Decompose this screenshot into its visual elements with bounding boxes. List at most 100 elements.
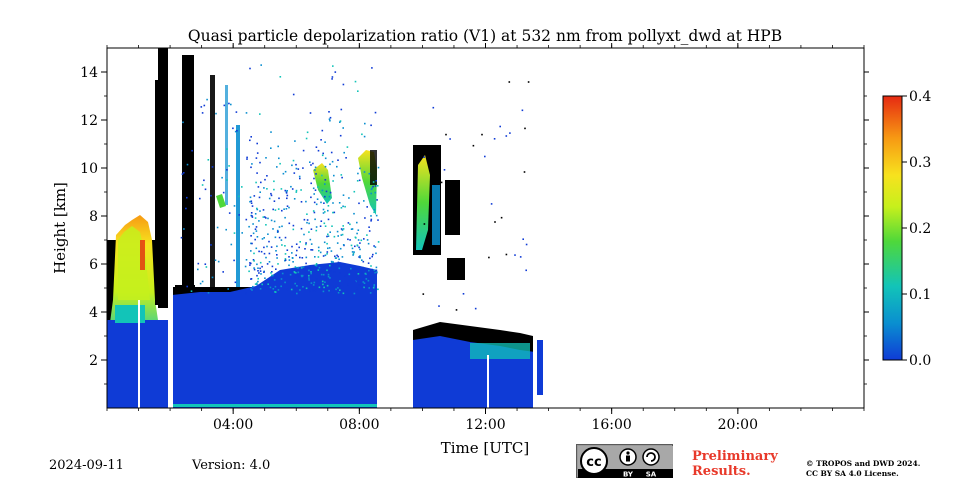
speck [267,283,269,285]
speck [302,286,304,288]
speck [363,238,365,240]
speck [254,238,256,241]
speck [226,148,228,150]
speck [329,290,332,293]
cc-license-badge[interactable]: cc BY SA [576,444,673,479]
speck [351,251,354,253]
speck [363,135,366,138]
cirrus-pm-blue [432,185,440,245]
speck [320,220,323,222]
speck [327,209,329,212]
speck [203,179,205,182]
speck [373,269,376,271]
speck [286,205,289,207]
speck [370,124,372,127]
copyright-line-1: © TROPOS and DWD 2024. [806,459,921,468]
speck [241,232,243,234]
speck [309,161,311,163]
speck [342,83,345,86]
speck [257,280,259,283]
speck [360,272,363,274]
speck [217,260,220,263]
speck [306,131,309,134]
speck [265,256,267,259]
speck [284,253,287,255]
speck [250,200,253,202]
speck [265,157,267,159]
speck [338,258,340,261]
speck [290,288,293,291]
copyright-note: © TROPOS and DWD 2024. CC BY SA 4.0 Lice… [806,459,920,479]
speck [367,279,370,282]
speck [354,245,356,248]
speck [323,202,325,204]
speck [296,249,298,252]
speck [266,245,268,248]
speck [276,166,278,168]
speck [422,293,425,295]
speck [371,67,373,69]
speck [204,188,207,191]
speck [253,267,255,269]
speck [339,121,341,123]
speck [290,185,292,188]
colorbar [882,95,903,361]
speck [268,261,271,263]
speck [336,254,338,257]
speck [354,281,356,283]
speck [221,176,223,179]
speck [328,247,331,249]
speck [181,173,184,175]
speck [256,208,259,211]
speck [294,140,296,142]
speck [315,265,318,267]
speck [315,146,318,148]
speck [317,246,320,249]
speck [260,181,262,184]
speck [226,169,228,171]
speck [250,262,252,265]
speck [344,205,346,208]
speck [268,197,271,200]
speck [279,76,282,78]
speck [328,195,331,198]
speck [357,172,359,175]
speck [348,273,351,276]
speck [306,213,308,215]
speck [236,130,238,132]
speck [324,183,326,185]
speck [260,250,263,253]
speck [271,274,273,277]
speck [313,211,316,214]
speck [309,238,312,241]
speck [256,263,258,266]
speck [270,131,272,133]
speck [254,213,257,215]
speck [314,166,317,169]
speck [340,280,343,283]
speck [254,283,257,285]
speck [255,247,258,250]
speck [342,228,345,230]
speck [265,217,267,219]
speck [245,259,248,261]
speck [366,239,369,241]
speck [361,133,363,136]
speck [285,191,288,193]
speck [241,186,243,188]
speck [283,208,285,210]
x-axis-label: Time [UTC] [441,439,530,457]
speck [494,221,496,223]
speck [313,193,315,195]
speck [182,172,185,174]
speck [256,236,259,238]
speck [356,276,359,279]
speck [284,245,286,247]
y-tick-label: 8 [89,209,98,225]
speck [257,277,259,280]
speck [310,272,312,275]
preliminary-line-1: Preliminary [692,449,778,464]
speck [461,258,463,260]
speck [341,229,344,231]
speck [292,224,295,227]
